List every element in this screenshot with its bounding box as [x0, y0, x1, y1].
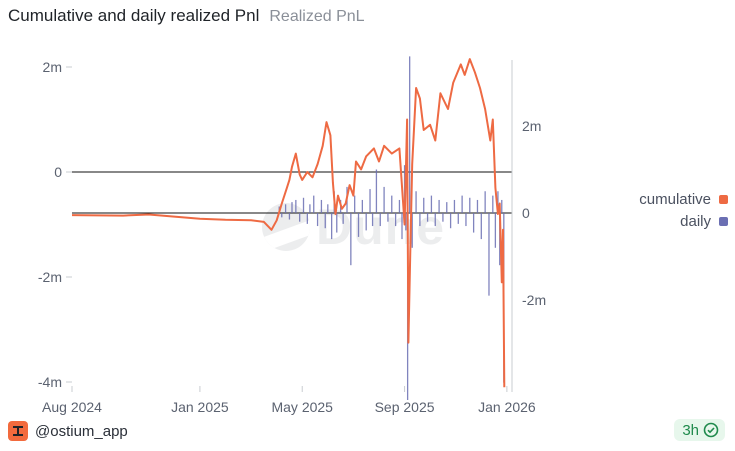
cumulative-line [71, 58, 506, 388]
y-left-tick-label: -2m [38, 269, 62, 285]
chart-header: Cumulative and daily realized Pnl Realiz… [8, 6, 365, 30]
ostium-logo-icon [8, 421, 28, 441]
y-right-tick-label: 0 [522, 205, 530, 221]
chart-title: Cumulative and daily realized Pnl [8, 6, 260, 25]
y-left-tick-label: 0 [54, 164, 62, 180]
x-tick-label: Aug 2024 [42, 399, 102, 415]
legend-label-cumulative: cumulative [639, 190, 711, 208]
y-left-tick-label: -4m [38, 374, 62, 390]
x-tick-label: Sep 2025 [375, 399, 435, 415]
author-link[interactable]: @ostium_app [8, 421, 128, 441]
chart-legend: cumulative daily [600, 188, 728, 232]
chart-subtitle: Realized PnL [269, 8, 365, 25]
legend-label-daily: daily [680, 212, 711, 230]
legend-swatch-daily [719, 216, 728, 226]
refresh-badge[interactable]: 3h [674, 419, 725, 441]
y-right-tick-label: 2m [522, 118, 541, 134]
y-left-tick-label: 2m [43, 59, 62, 75]
x-tick-label: May 2025 [271, 399, 333, 415]
x-tick-label: Jan 2026 [478, 399, 536, 415]
refresh-interval: 3h [682, 421, 699, 439]
legend-item-cumulative[interactable]: cumulative [600, 188, 728, 210]
legend-swatch-cumulative [719, 194, 728, 204]
legend-item-daily[interactable]: daily [600, 210, 728, 232]
y-right-tick-label: -2m [522, 292, 546, 308]
check-circle-icon [703, 422, 719, 438]
x-tick-label: Jan 2025 [171, 399, 229, 415]
author-handle: @ostium_app [35, 422, 128, 440]
